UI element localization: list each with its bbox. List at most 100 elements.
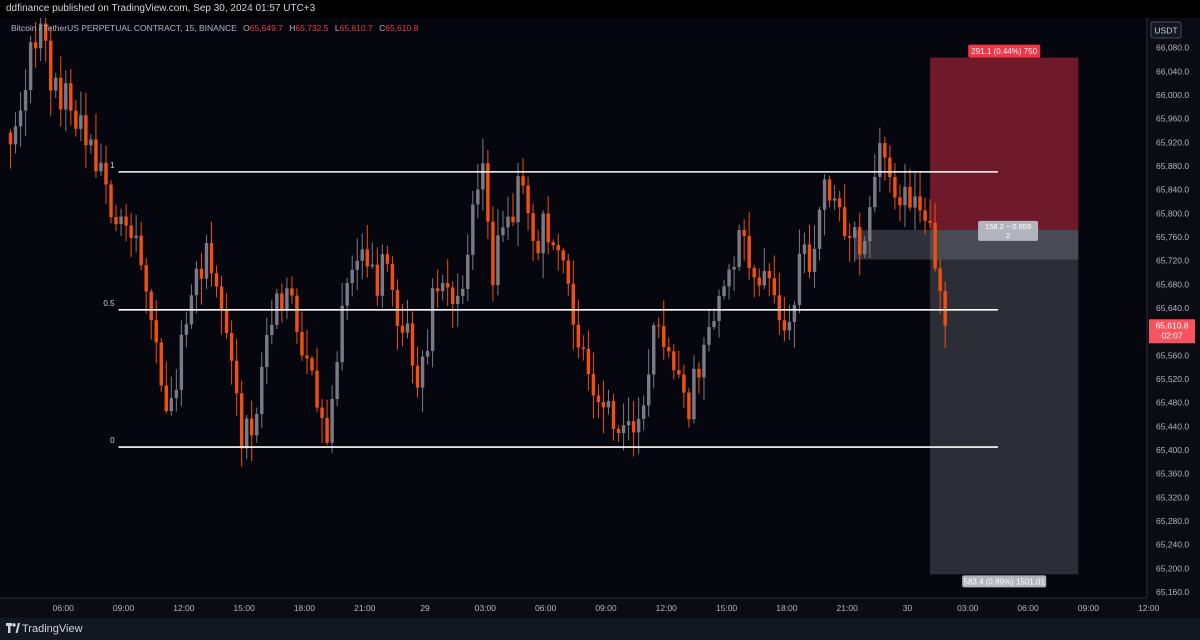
candle-body: [772, 278, 777, 296]
candle-body: [229, 333, 234, 361]
candle-body: [415, 365, 420, 388]
candle-body: [33, 42, 38, 49]
candle-body: [646, 374, 651, 406]
candle-body: [385, 254, 390, 264]
position-zones: [854, 57, 1079, 575]
price-tick-label: 65,160.0: [1156, 587, 1189, 597]
candle-body: [43, 23, 48, 41]
candle-body: [400, 325, 405, 333]
candle-body: [144, 265, 148, 292]
price-tick-label: 65,920.0: [1156, 137, 1189, 147]
candle-body: [325, 417, 329, 443]
candle-body: [938, 268, 942, 292]
time-tick-label: 15:00: [716, 603, 738, 613]
candle-body: [631, 421, 636, 433]
time-tick-label: 21:00: [837, 603, 859, 613]
candle-body: [943, 291, 947, 326]
candle-body: [466, 254, 470, 289]
time-tick-label: 06:00: [535, 603, 557, 613]
candle-body: [285, 288, 289, 311]
candle-body: [868, 207, 872, 242]
candle-body: [194, 268, 199, 296]
candle-body: [707, 327, 711, 345]
candle-body: [526, 185, 530, 214]
candle-body: [355, 260, 359, 270]
candle-body: [722, 286, 726, 297]
open-value: 65,649.7: [250, 23, 283, 33]
high-label: H: [289, 23, 295, 33]
candle-body: [139, 235, 143, 266]
fib-levels[interactable]: 10.50: [103, 161, 998, 448]
candle-body: [732, 267, 736, 270]
candle-body: [214, 273, 219, 287]
candle-body: [501, 227, 505, 236]
candle-body: [893, 177, 897, 198]
candle-body: [641, 405, 646, 419]
last-price-value: 65,610.8: [1155, 320, 1188, 330]
target-label: 291.1 (0.44%) 750: [971, 47, 1037, 56]
price-tick-label: 65,360.0: [1156, 469, 1189, 479]
candle-body: [360, 249, 364, 261]
candle-body: [782, 320, 787, 331]
candle-body: [420, 356, 425, 388]
target-label-bg: [968, 44, 1041, 58]
candle-body: [586, 348, 591, 374]
entry-label-bg: [978, 220, 1039, 241]
candle-body: [747, 236, 751, 268]
candle-body: [591, 373, 596, 396]
candle-body: [295, 295, 299, 333]
candle-body: [340, 305, 344, 363]
last-price-marker: 65,610.8 02:07: [1149, 319, 1195, 344]
low-label: L: [335, 23, 340, 33]
time-axis[interactable]: [0, 598, 1200, 618]
candle-body: [531, 213, 535, 241]
price-tick-label: 65,480.0: [1156, 398, 1189, 408]
candle-body: [129, 225, 133, 238]
candle-body: [315, 370, 319, 408]
candle-body: [435, 288, 440, 292]
candle-body: [64, 83, 68, 110]
candle-body: [853, 227, 857, 238]
candle-body: [265, 335, 269, 367]
candle-body: [395, 289, 400, 326]
candle-body: [616, 428, 621, 434]
candle-body: [802, 244, 807, 254]
candle-body: [124, 216, 128, 226]
candle-body: [837, 198, 842, 208]
candle-body: [606, 401, 611, 408]
candle-body: [827, 179, 832, 201]
price-tick-label: 65,800.0: [1156, 208, 1189, 218]
candle-body: [461, 288, 465, 296]
candle-body: [757, 277, 761, 286]
price-tick-label: 65,440.0: [1156, 421, 1189, 431]
price-axis[interactable]: [1147, 18, 1200, 618]
candle-body: [74, 110, 78, 129]
candle-body: [109, 184, 113, 218]
candle-body: [621, 425, 626, 434]
candle-body: [576, 324, 581, 348]
currency-button[interactable]: USDT: [1150, 21, 1182, 39]
time-tick-label: 09:00: [113, 603, 135, 613]
candle-body: [49, 40, 53, 91]
candle-body: [280, 293, 284, 311]
candle-body: [541, 213, 545, 254]
time-tick-label: 18:00: [294, 603, 316, 613]
candle-body: [878, 143, 882, 177]
last-price-countdown: 02:07: [1161, 330, 1183, 340]
candle-body: [476, 189, 480, 205]
candle-body: [636, 418, 641, 433]
candle-body: [667, 347, 671, 352]
currency-label: USDT: [1154, 26, 1177, 36]
time-tick-label: 09:00: [1078, 603, 1100, 613]
candle-body: [250, 418, 254, 436]
candle-body: [149, 291, 153, 321]
candle-body: [672, 351, 676, 371]
candle-body: [787, 322, 792, 331]
candle-body: [69, 83, 73, 111]
candle-body: [652, 325, 656, 375]
candle-body: [23, 90, 28, 111]
open-pnl-zone: [854, 229, 1079, 260]
time-tick-label: 30: [903, 603, 913, 613]
symbol-name: Bitcoin / TetherUS PERPETUAL CONTRACT, 1…: [11, 23, 237, 33]
